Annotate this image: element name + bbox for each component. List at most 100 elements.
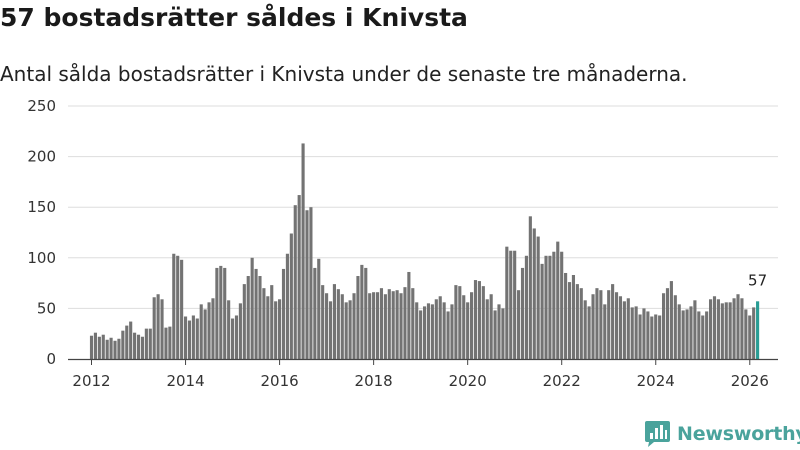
bar xyxy=(454,285,458,359)
bar xyxy=(246,276,250,359)
bar xyxy=(505,246,509,359)
chart-subtitle: Antal sålda bostadsrätter i Knivsta unde… xyxy=(0,62,688,86)
bar xyxy=(301,143,305,359)
bar xyxy=(375,292,380,359)
bar xyxy=(227,300,231,359)
bar xyxy=(348,300,352,359)
bar xyxy=(250,257,254,359)
y-axis-tick-labels: 0 50 100 150 200 250 xyxy=(27,97,56,368)
bar xyxy=(270,285,274,359)
bar xyxy=(520,267,525,359)
bar xyxy=(450,304,454,359)
bar xyxy=(693,300,697,359)
bar xyxy=(485,299,489,359)
bar xyxy=(407,271,411,359)
bar xyxy=(599,290,603,359)
bar xyxy=(673,295,677,359)
bar xyxy=(603,304,607,359)
bar xyxy=(262,288,266,359)
bar xyxy=(254,268,258,359)
bar xyxy=(321,285,325,359)
bar xyxy=(152,297,156,359)
bar xyxy=(752,307,756,359)
bar xyxy=(129,321,133,359)
bar xyxy=(728,302,732,359)
data-labels: 57 xyxy=(748,271,767,289)
bar xyxy=(274,301,278,359)
bar xyxy=(289,233,293,359)
bar xyxy=(89,335,94,359)
bar xyxy=(607,290,611,359)
x-axis: 2012 2014 2016 2018 2020 2022 2024 2026 xyxy=(68,358,778,390)
bar xyxy=(548,255,552,359)
bar xyxy=(223,267,227,359)
bar xyxy=(105,339,109,359)
bar xyxy=(477,281,481,359)
newsworthy-logo-icon xyxy=(645,421,670,447)
bar xyxy=(258,276,262,359)
bar xyxy=(579,288,583,359)
bar xyxy=(748,315,752,359)
bar xyxy=(712,296,717,359)
bar xyxy=(438,296,442,359)
bar xyxy=(595,288,599,359)
bar xyxy=(183,316,188,359)
bar xyxy=(685,309,689,359)
bar xyxy=(203,309,207,359)
x-tick-label-2016: 2016 xyxy=(260,372,298,390)
bar xyxy=(697,311,701,359)
bar xyxy=(587,306,591,359)
bar xyxy=(497,304,501,359)
bar xyxy=(630,307,634,359)
bar xyxy=(419,310,423,359)
bar xyxy=(156,294,160,359)
bar xyxy=(93,332,97,359)
bar xyxy=(305,210,309,359)
bar xyxy=(219,265,223,359)
bar xyxy=(532,228,536,359)
bar xyxy=(552,251,556,359)
bar xyxy=(136,334,141,359)
bar xyxy=(654,314,658,359)
bar xyxy=(517,290,521,359)
bar xyxy=(278,299,282,359)
bar xyxy=(340,294,344,359)
bar xyxy=(415,302,419,359)
bar xyxy=(720,303,724,359)
bar xyxy=(344,302,348,359)
bar xyxy=(180,259,184,359)
bar xyxy=(215,267,219,359)
bar xyxy=(368,293,372,359)
bar xyxy=(709,299,713,359)
x-tick-label-2012: 2012 xyxy=(72,372,110,390)
bar xyxy=(281,268,286,359)
bar xyxy=(109,337,113,359)
bar xyxy=(293,205,297,359)
bar xyxy=(493,310,497,359)
bar xyxy=(638,314,642,359)
bar xyxy=(544,255,548,359)
bar xyxy=(560,251,564,359)
bar xyxy=(458,286,462,359)
bar xyxy=(646,311,650,359)
bar xyxy=(242,284,246,359)
bar xyxy=(117,338,121,359)
bar xyxy=(309,207,313,359)
newsworthy-logo[interactable]: Newsworthy xyxy=(644,418,800,450)
bar xyxy=(481,286,485,359)
bar xyxy=(364,267,368,359)
bar xyxy=(97,336,101,359)
bar xyxy=(133,332,137,359)
bar xyxy=(285,253,289,359)
bar xyxy=(360,264,364,359)
bar xyxy=(614,292,619,359)
bar xyxy=(732,298,736,359)
bar xyxy=(199,304,203,359)
bar xyxy=(317,258,321,359)
bar xyxy=(211,298,215,359)
bar xyxy=(513,250,517,359)
x-tick-label-2022: 2022 xyxy=(543,372,581,390)
bar xyxy=(352,293,356,359)
bar xyxy=(430,304,434,359)
